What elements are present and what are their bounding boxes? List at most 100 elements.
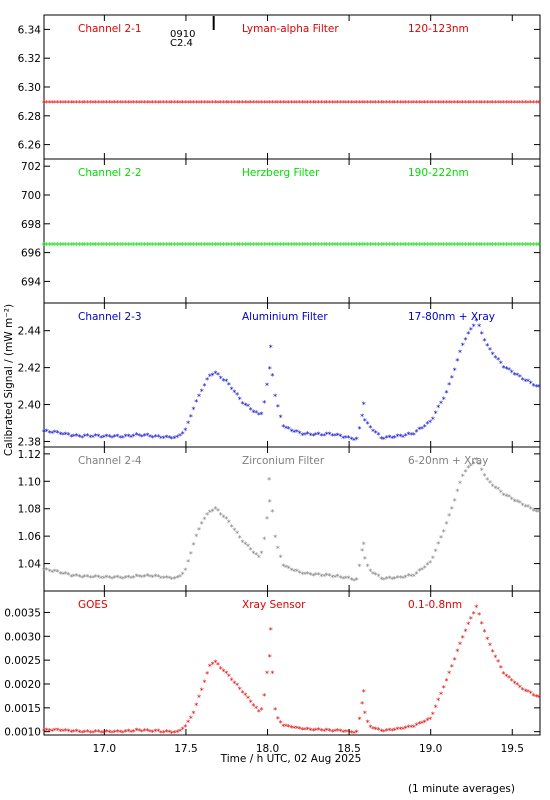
data-point: * [526,377,530,386]
data-point: * [452,241,457,251]
data-point: * [140,574,144,583]
data-point: * [355,436,359,445]
data-point: * [483,628,487,637]
data-point: * [213,241,218,251]
data-point: * [216,507,220,516]
data-point: * [379,241,384,251]
data-point: * [232,99,236,108]
data-point: * [371,725,375,734]
data-point: * [526,688,530,697]
data-point: * [352,436,356,445]
data-point: * [284,241,289,251]
data-point: * [374,241,379,251]
data-point: * [279,554,283,563]
data-point: * [366,99,370,108]
data-point: * [450,663,454,672]
data-point: * [376,726,380,735]
data-point: * [213,505,217,514]
data-point: * [260,550,264,559]
data-point: * [151,574,155,583]
data-point: * [134,431,138,440]
data-point: * [202,241,207,251]
data-point: * [425,99,429,108]
data-point: * [80,241,85,251]
data-point: * [66,571,70,580]
data-point: * [523,687,527,696]
data-point: * [396,725,400,734]
data-point: * [488,346,492,355]
data-point: * [221,513,225,522]
data-point: * [64,241,69,251]
data-point: * [94,432,98,441]
data-point: * [107,574,111,583]
data-point: * [208,99,212,108]
data-point: * [230,523,234,532]
data-point: * [472,99,476,108]
data-point: * [398,433,402,442]
data-point: * [423,718,427,727]
panel-frame [43,158,541,304]
data-point: * [502,491,506,500]
data-point: * [336,573,340,582]
data-point: * [45,428,49,437]
data-point: * [254,705,258,714]
y-tick-label: 6.26 [18,140,42,152]
data-point: * [387,574,391,583]
data-point: * [491,99,495,108]
data-point: * [415,99,419,108]
data-point: * [491,351,495,360]
data-point: * [510,99,514,108]
data-point: * [281,722,285,731]
data-point: * [50,241,55,251]
data-point: * [521,376,525,385]
data-point: * [192,710,196,719]
data-point: * [363,241,368,251]
data-point: * [406,99,410,108]
data-point: * [295,724,299,733]
data-point: * [148,99,152,108]
data-point: * [243,692,247,701]
data-point: * [42,566,46,575]
data-point: * [328,572,332,581]
data-point: * [439,241,444,251]
data-point: * [434,547,438,556]
data-point: * [257,708,261,717]
y-tick-label: 1.06 [18,531,42,543]
data-point: * [376,431,380,440]
data-point: * [496,241,501,251]
data-point: * [113,433,117,442]
data-point: * [491,648,495,657]
data-point: * [357,563,361,572]
data-point: * [444,241,449,251]
y-tick-label: 0.0010 [4,727,41,739]
channel-label: Channel 2-1 [78,23,142,35]
data-point: * [118,434,122,443]
data-point: * [186,241,191,251]
data-point: * [390,727,394,736]
data-point: * [189,241,194,251]
data-point: * [77,728,81,737]
data-point: * [170,99,174,108]
data-point: * [295,99,299,108]
data-point: * [295,241,300,251]
y-tick-label: 698 [21,219,41,231]
data-point: * [142,241,147,251]
data-point: * [273,393,277,402]
data-point: * [186,558,190,567]
channel-label: Channel 2-4 [78,455,142,467]
data-point: * [328,727,332,736]
data-point: * [450,505,454,514]
data-point: * [461,241,466,251]
data-point: * [72,728,76,737]
data-point: * [265,515,269,524]
data-point: * [471,241,476,251]
data-point: * [341,575,345,584]
data-point: * [390,435,394,444]
data-point: * [145,572,149,581]
data-point: * [311,241,316,251]
data-point: * [401,241,406,251]
data-point: * [447,99,451,108]
data-point: * [507,674,511,683]
data-point: * [349,241,354,251]
data-point: * [80,99,84,108]
